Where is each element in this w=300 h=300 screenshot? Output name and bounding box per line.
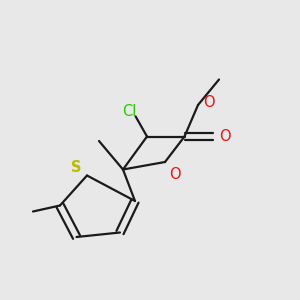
Text: Cl: Cl — [122, 103, 136, 118]
Text: O: O — [169, 167, 180, 182]
Text: S: S — [71, 160, 82, 175]
Text: O: O — [204, 95, 215, 110]
Text: O: O — [219, 129, 231, 144]
